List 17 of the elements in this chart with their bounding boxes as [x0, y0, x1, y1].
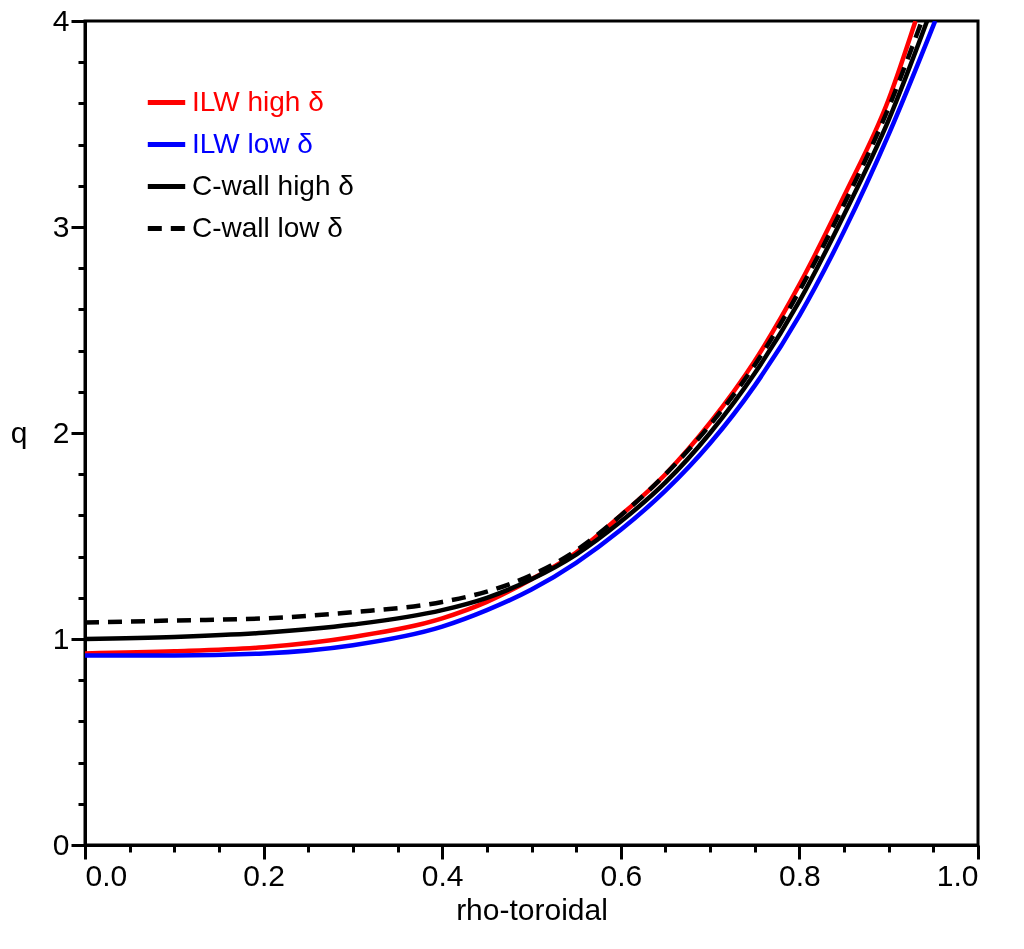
y-tick-label: 1	[52, 621, 70, 655]
legend-label: C-wall low δ	[192, 211, 343, 243]
x-tick-label: 0.2	[243, 858, 285, 892]
legend-label: ILW low δ	[192, 127, 313, 159]
x-tick-label: 0.8	[779, 858, 821, 892]
x-axis-title: rho-toroidal	[456, 892, 608, 926]
y-tick-label: 3	[52, 209, 70, 243]
x-tick-label: 0.4	[421, 858, 464, 892]
legend-label: ILW high δ	[192, 85, 324, 117]
y-tick-label: 4	[52, 3, 70, 37]
y-axis-title: q	[10, 415, 28, 449]
y-tick-label: 2	[52, 415, 70, 449]
legend-label: C-wall high δ	[192, 169, 354, 201]
x-tick-label: 0.6	[600, 858, 643, 892]
y-tick-label: 0	[52, 827, 70, 861]
x-tick-label: 0.0	[85, 858, 128, 892]
x-tick-label: 1.0	[936, 858, 979, 892]
